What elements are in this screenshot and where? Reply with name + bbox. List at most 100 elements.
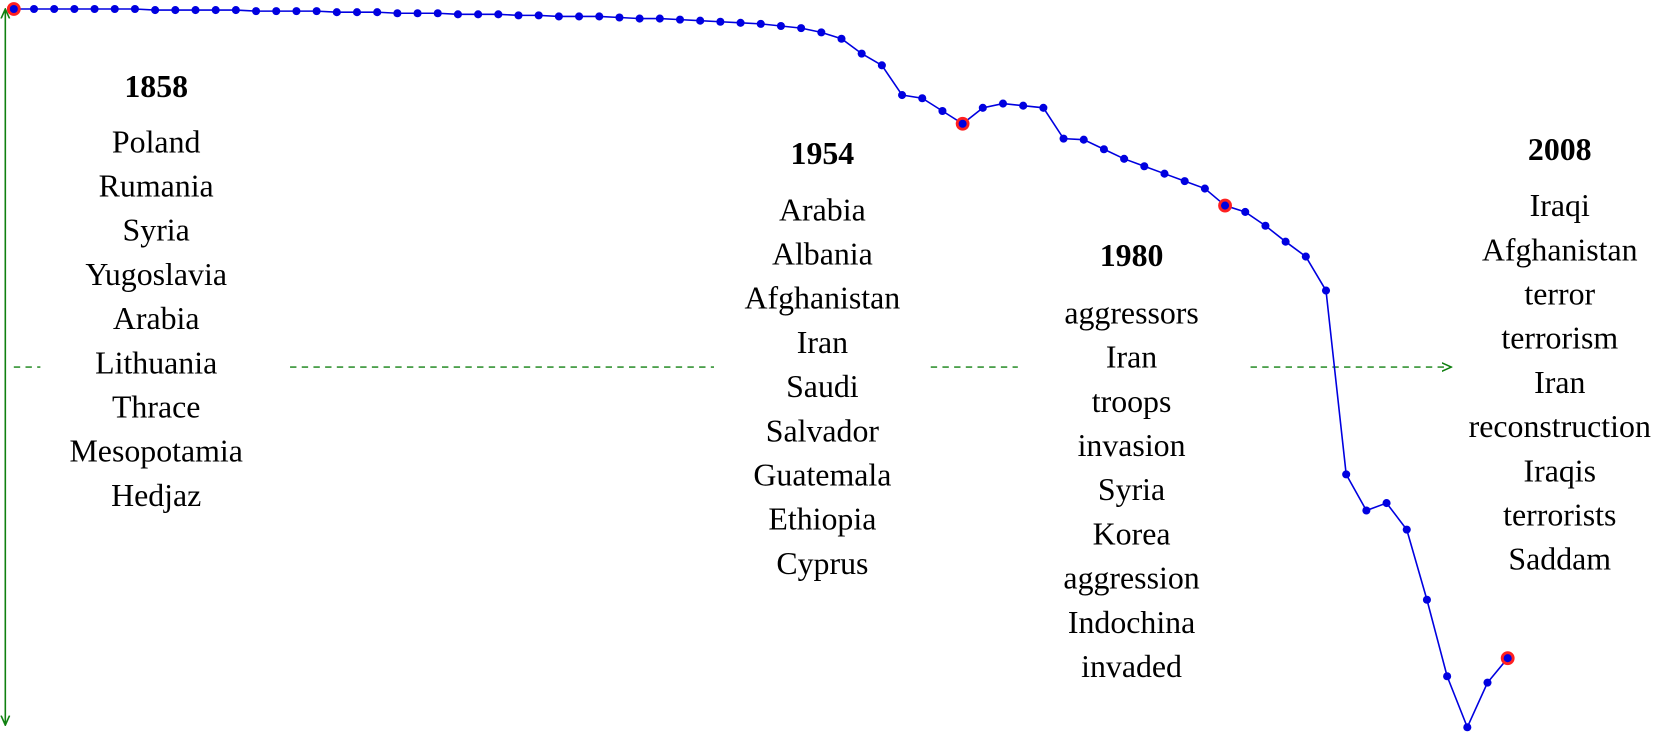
data-point	[1140, 162, 1149, 171]
data-point	[413, 9, 422, 18]
group-word: Yugoslavia	[85, 257, 227, 292]
group-word: Salvador	[766, 413, 880, 448]
group-word: Lithuania	[95, 345, 217, 380]
group-word: invasion	[1078, 428, 1186, 463]
data-point	[797, 24, 806, 33]
group-title: 1980	[1100, 238, 1164, 273]
group-word: terror	[1524, 276, 1595, 311]
data-point	[1362, 506, 1371, 515]
data-point	[312, 7, 321, 16]
data-point	[1099, 145, 1108, 154]
group-word: reconstruction	[1469, 409, 1651, 444]
group-word: Iraqi	[1530, 188, 1590, 223]
data-point	[1402, 525, 1411, 534]
data-point	[110, 4, 119, 14]
group-word: Guatemala	[753, 458, 891, 493]
data-point	[171, 6, 180, 15]
group-word: Cyprus	[776, 546, 868, 581]
group-word: Iran	[1534, 365, 1585, 400]
data-point	[958, 119, 967, 128]
group-word: Iran	[1106, 340, 1157, 375]
group-word: Arabia	[113, 301, 200, 336]
group-title: 2008	[1528, 132, 1592, 167]
data-point	[272, 7, 281, 16]
group-word: Syria	[123, 213, 190, 248]
data-point	[1382, 499, 1391, 508]
group-word: Iraqis	[1523, 453, 1596, 488]
data-point	[352, 8, 362, 17]
data-point	[534, 11, 543, 20]
data-point	[1321, 286, 1331, 295]
data-point	[998, 99, 1008, 108]
group-word: troops	[1092, 384, 1172, 419]
data-point	[1120, 154, 1129, 163]
group-word: Mesopotamia	[69, 434, 242, 469]
data-point	[231, 6, 240, 15]
data-point	[211, 6, 220, 15]
group-word: invaded	[1081, 649, 1182, 684]
group-word: Hedjaz	[111, 478, 201, 513]
data-point	[292, 7, 301, 16]
data-point	[252, 7, 261, 16]
data-point	[1281, 237, 1290, 246]
data-point	[615, 13, 624, 22]
data-point	[898, 91, 907, 100]
data-point	[332, 8, 341, 17]
data-point	[817, 28, 826, 37]
data-point	[756, 19, 765, 28]
data-point	[918, 94, 927, 103]
data-point	[736, 18, 745, 27]
data-point	[453, 10, 462, 19]
data-point	[1059, 134, 1068, 143]
data-point	[675, 15, 685, 24]
group-word: Saudi	[786, 369, 859, 404]
data-point	[393, 9, 402, 18]
data-point	[70, 4, 79, 14]
group-title: 1954	[791, 136, 855, 171]
group-word: Saddam	[1508, 542, 1611, 577]
data-point	[595, 12, 604, 21]
data-point	[474, 10, 483, 19]
series-line	[13, 8, 1509, 730]
group-word: Korea	[1093, 516, 1171, 551]
data-point	[29, 4, 39, 14]
group-word: terrorists	[1503, 497, 1616, 532]
data-point	[938, 106, 947, 116]
data-point	[151, 6, 160, 15]
group-word: Rumania	[99, 169, 214, 204]
data-point	[9, 4, 18, 14]
data-point	[514, 11, 523, 20]
data-point	[130, 4, 139, 14]
data-point	[857, 49, 866, 58]
data-point	[696, 16, 705, 25]
data-point	[1342, 470, 1351, 479]
data-point	[655, 14, 664, 23]
data-point	[1463, 723, 1472, 732]
data-point	[1241, 207, 1250, 216]
group-word: Iran	[797, 325, 848, 360]
data-point	[1422, 595, 1431, 604]
data-point	[575, 12, 584, 21]
data-point	[554, 12, 563, 21]
group-word: Indochina	[1068, 605, 1195, 640]
data-point	[494, 10, 503, 19]
data-point	[1221, 201, 1230, 210]
data-point	[1180, 177, 1189, 186]
group-title: 1858	[124, 69, 188, 104]
data-point	[837, 34, 846, 43]
group-word: Ethiopia	[768, 502, 876, 537]
data-point	[1200, 184, 1209, 193]
group-word: Albania	[772, 237, 873, 272]
data-point	[50, 4, 59, 14]
data-point	[1483, 678, 1492, 687]
data-point	[877, 61, 886, 70]
data-point	[776, 21, 785, 31]
group-word: Thrace	[112, 390, 200, 425]
data-point	[1261, 221, 1270, 230]
data-point	[373, 8, 382, 17]
data-point	[90, 4, 99, 14]
data-point	[1160, 169, 1169, 178]
data-point	[1503, 654, 1512, 663]
data-point	[978, 103, 987, 112]
